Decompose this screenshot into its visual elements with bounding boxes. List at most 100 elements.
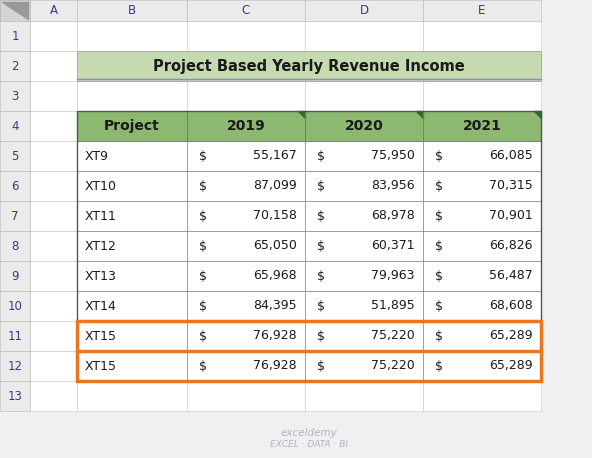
- Bar: [77, 111, 541, 381]
- Bar: [187, 201, 305, 231]
- Bar: [187, 381, 305, 411]
- Bar: [77, 141, 187, 171]
- Bar: [187, 171, 305, 201]
- Text: XT15: XT15: [85, 329, 117, 343]
- Text: 76,928: 76,928: [253, 360, 297, 372]
- Text: $: $: [199, 209, 207, 223]
- Bar: [0, 81, 30, 111]
- Bar: [305, 0, 423, 21]
- Bar: [77, 51, 187, 81]
- Bar: [187, 231, 305, 261]
- Bar: [423, 381, 541, 411]
- Text: 11: 11: [8, 329, 22, 343]
- Text: $: $: [317, 329, 325, 343]
- Text: 70,315: 70,315: [489, 180, 533, 192]
- Bar: [30, 351, 77, 381]
- Text: 12: 12: [8, 360, 22, 372]
- Text: exceldemy: exceldemy: [281, 428, 337, 438]
- Bar: [305, 111, 423, 141]
- Bar: [30, 171, 77, 201]
- Text: $: $: [317, 240, 325, 252]
- Bar: [0, 261, 30, 291]
- Text: $: $: [199, 269, 207, 283]
- Polygon shape: [416, 111, 423, 118]
- Text: 2: 2: [11, 60, 19, 72]
- Bar: [305, 81, 423, 111]
- Bar: [187, 261, 305, 291]
- Text: 70,158: 70,158: [253, 209, 297, 223]
- Text: $: $: [435, 269, 443, 283]
- Bar: [77, 21, 187, 51]
- Bar: [77, 51, 541, 81]
- Bar: [187, 51, 305, 81]
- Text: XT14: XT14: [85, 300, 117, 312]
- Text: 68,608: 68,608: [489, 300, 533, 312]
- Bar: [187, 111, 305, 141]
- Bar: [30, 81, 77, 111]
- Text: $: $: [317, 149, 325, 163]
- Text: 9: 9: [11, 269, 19, 283]
- Bar: [77, 231, 187, 261]
- Text: 65,289: 65,289: [490, 329, 533, 343]
- Bar: [0, 201, 30, 231]
- Text: XT10: XT10: [85, 180, 117, 192]
- Text: $: $: [199, 240, 207, 252]
- Text: E: E: [478, 4, 485, 17]
- Text: XT13: XT13: [85, 269, 117, 283]
- Bar: [305, 381, 423, 411]
- Bar: [77, 381, 187, 411]
- Bar: [30, 201, 77, 231]
- Text: 75,220: 75,220: [371, 360, 415, 372]
- Bar: [77, 201, 187, 231]
- Bar: [305, 291, 423, 321]
- Text: $: $: [199, 149, 207, 163]
- Text: 84,395: 84,395: [253, 300, 297, 312]
- Text: 65,289: 65,289: [490, 360, 533, 372]
- Text: $: $: [435, 209, 443, 223]
- Bar: [187, 21, 305, 51]
- Text: 75,950: 75,950: [371, 149, 415, 163]
- Text: 2020: 2020: [345, 119, 384, 133]
- Polygon shape: [298, 111, 305, 118]
- Text: $: $: [199, 300, 207, 312]
- Text: $: $: [317, 300, 325, 312]
- Bar: [305, 21, 423, 51]
- Bar: [305, 201, 423, 231]
- Text: $: $: [317, 180, 325, 192]
- Text: 83,956: 83,956: [371, 180, 415, 192]
- Text: B: B: [128, 4, 136, 17]
- Text: 5: 5: [11, 149, 19, 163]
- Bar: [0, 21, 30, 51]
- Bar: [423, 21, 541, 51]
- Text: 6: 6: [11, 180, 19, 192]
- Text: Project Based Yearly Revenue Income: Project Based Yearly Revenue Income: [153, 59, 465, 73]
- Text: EXCEL · DATA · BI: EXCEL · DATA · BI: [270, 440, 348, 449]
- Text: Project: Project: [104, 119, 160, 133]
- Text: 66,826: 66,826: [490, 240, 533, 252]
- Text: $: $: [435, 329, 443, 343]
- Text: 75,220: 75,220: [371, 329, 415, 343]
- Bar: [305, 261, 423, 291]
- Bar: [30, 231, 77, 261]
- Bar: [77, 81, 187, 111]
- Bar: [187, 141, 305, 171]
- Bar: [305, 321, 423, 351]
- Polygon shape: [2, 2, 28, 19]
- Bar: [305, 351, 423, 381]
- Text: $: $: [199, 329, 207, 343]
- Bar: [30, 21, 77, 51]
- Bar: [423, 171, 541, 201]
- Bar: [423, 81, 541, 111]
- Bar: [423, 291, 541, 321]
- Text: 70,901: 70,901: [489, 209, 533, 223]
- Bar: [30, 111, 77, 141]
- Text: XT9: XT9: [85, 149, 109, 163]
- Bar: [0, 381, 30, 411]
- Text: D: D: [359, 4, 369, 17]
- Bar: [423, 111, 541, 141]
- Bar: [187, 351, 305, 381]
- Bar: [77, 111, 187, 141]
- Bar: [0, 141, 30, 171]
- Bar: [0, 291, 30, 321]
- Text: $: $: [199, 360, 207, 372]
